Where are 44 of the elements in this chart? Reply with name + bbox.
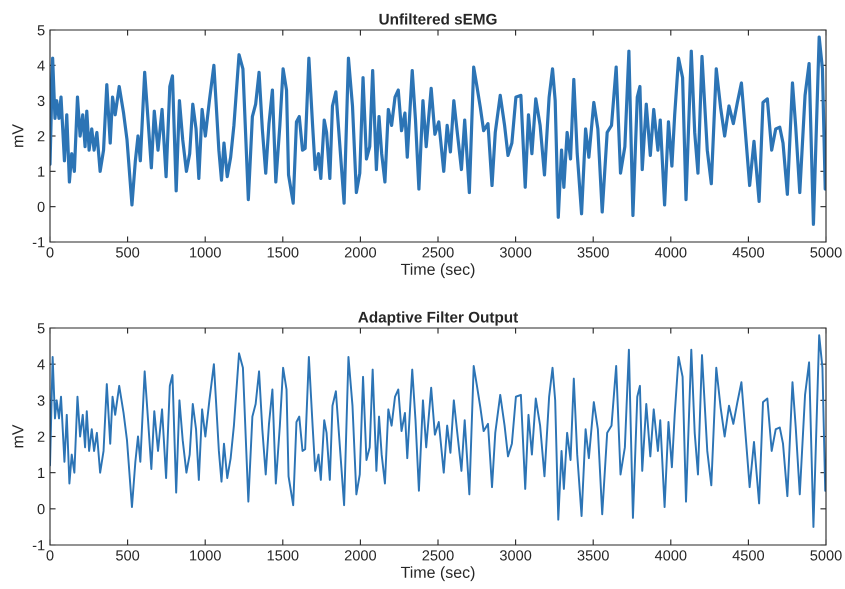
y-tick-label: 0 [38, 504, 45, 514]
x-tick-label: 5000 [810, 247, 842, 258]
x-tick-label: 5000 [810, 550, 842, 561]
x-tick-label: 0 [46, 247, 54, 258]
x-tick-label: 2000 [344, 247, 376, 258]
x-tick-label: 3500 [578, 247, 609, 258]
x-tick-label: 2500 [422, 247, 454, 258]
x-tick-label: 4500 [732, 550, 764, 561]
x-tick-label: 1000 [190, 247, 221, 258]
x-tick-label: 4500 [732, 247, 764, 258]
x-tick-label: 4000 [654, 247, 686, 258]
x-tick-label: 1000 [190, 550, 221, 561]
x-tick-label: 3500 [578, 550, 609, 561]
line-series [50, 334, 826, 528]
chart-title: Unfiltered sEMG [380, 13, 496, 25]
y-tick-label: 5 [38, 323, 45, 334]
x-tick-label: 0 [46, 550, 54, 561]
x-axis-title: Time (sec) [400, 263, 474, 278]
y-tick-label: 4 [37, 359, 45, 370]
x-tick-label: 500 [116, 550, 140, 561]
y-tick-label: 3 [38, 96, 44, 106]
x-tick-label: 1500 [268, 247, 298, 258]
x-tick-label: 2000 [344, 550, 376, 561]
x-tick-label: 3000 [500, 247, 532, 258]
x-tick-label: 4000 [654, 550, 686, 561]
y-tick-label: 2 [38, 432, 44, 442]
chart-title: Adaptive Filter Output [358, 311, 518, 326]
x-tick-label: 3000 [500, 550, 532, 561]
y-axis-title: mV [12, 124, 24, 147]
x-tick-label: 2500 [422, 550, 454, 561]
y-tick-label: 5 [38, 25, 45, 36]
line-series [50, 35, 826, 226]
y-tick-label: 3 [38, 395, 44, 406]
x-axis-title: Time (sec) [400, 566, 474, 582]
y-tick-label: 2 [38, 131, 44, 142]
y-tick-label: -1 [32, 540, 44, 550]
x-tick-label: 1500 [268, 550, 298, 561]
x-tick-label: 500 [116, 247, 140, 258]
y-tick-label: -1 [32, 237, 44, 248]
y-tick-label: 0 [38, 202, 45, 212]
y-tick-label: 1 [38, 166, 44, 177]
y-tick-label: 1 [38, 468, 44, 478]
y-axis-title: mV [12, 424, 24, 448]
y-tick-label: 4 [37, 60, 45, 71]
